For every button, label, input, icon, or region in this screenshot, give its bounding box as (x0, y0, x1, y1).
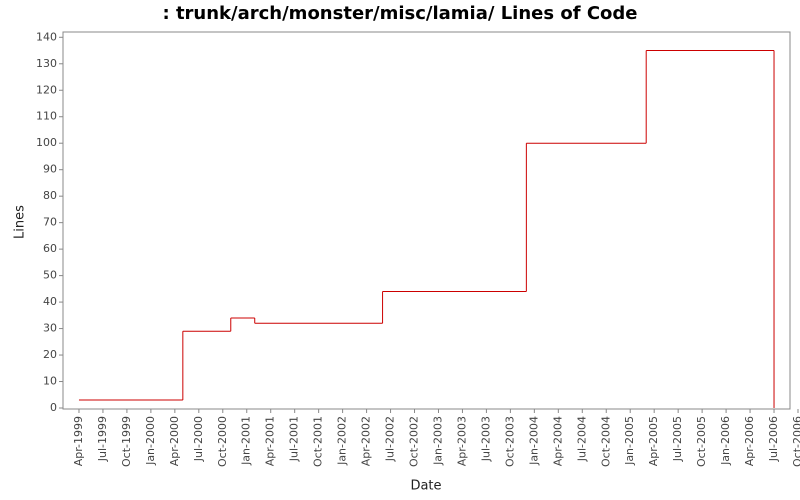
y-tick-label: 100 (36, 136, 57, 149)
y-tick-label: 10 (43, 375, 57, 388)
x-tick-label: Oct-2001 (312, 416, 325, 467)
x-tick-label: Oct-2000 (216, 416, 229, 467)
y-tick-label: 120 (36, 83, 57, 96)
plot-area (62, 31, 791, 410)
x-tick-label: Jan-2001 (240, 416, 253, 466)
x-tick-label: Oct-2002 (408, 416, 421, 467)
x-tick-label: Apr-2006 (743, 416, 756, 466)
x-tick-label: Oct-2006 (791, 416, 800, 467)
y-tick-label: 70 (43, 216, 57, 229)
y-axis-label: Lines (13, 205, 28, 239)
x-tick-label: Jul-1999 (96, 416, 109, 462)
x-tick-label: Jan-2005 (623, 416, 636, 466)
y-tick-label: 90 (43, 163, 57, 176)
x-tick-label: Oct-2004 (599, 416, 612, 467)
x-tick-label: Apr-2004 (551, 416, 564, 466)
x-tick-label: Oct-2005 (695, 416, 708, 467)
y-tick-label: 0 (50, 401, 57, 414)
x-tick-label: Jan-2000 (144, 416, 157, 466)
y-tick-label: 80 (43, 189, 57, 202)
y-tick-label: 20 (43, 348, 57, 361)
x-tick-label: Apr-2002 (360, 416, 373, 466)
y-tick-label: 50 (43, 269, 57, 282)
y-tick-label: 140 (36, 30, 57, 43)
x-axis-label: Date (410, 479, 441, 494)
x-tick-label: Jan-2004 (527, 416, 540, 466)
x-tick-label: Jul-2000 (192, 416, 205, 462)
x-tick-label: Jan-2003 (431, 416, 444, 466)
x-tick-label: Apr-2000 (168, 416, 181, 466)
x-tick-label: Jul-2001 (288, 416, 301, 462)
x-tick-label: Jan-2006 (719, 416, 732, 466)
x-tick-label: Apr-2001 (264, 416, 277, 466)
x-tick-label: Jul-2005 (671, 416, 684, 462)
x-tick-label: Jan-2002 (336, 416, 349, 466)
x-tick-label: Apr-2005 (647, 416, 660, 466)
x-tick-label: Oct-2003 (503, 416, 516, 467)
x-tick-label: Oct-1999 (120, 416, 133, 467)
x-tick-label: Jul-2004 (575, 416, 588, 462)
chart-title: : trunk/arch/monster/misc/lamia/ Lines o… (162, 3, 637, 24)
x-tick-label: Jul-2002 (384, 416, 397, 462)
y-tick-label: 40 (43, 295, 57, 308)
y-tick-label: 110 (36, 110, 57, 123)
y-tick-label: 60 (43, 242, 57, 255)
x-tick-label: Apr-2003 (455, 416, 468, 466)
y-tick-label: 30 (43, 322, 57, 335)
x-tick-label: Jul-2003 (479, 416, 492, 462)
x-tick-label: Jul-2006 (767, 416, 780, 462)
x-tick-label: Apr-1999 (72, 416, 85, 466)
y-tick-label: 130 (36, 57, 57, 70)
